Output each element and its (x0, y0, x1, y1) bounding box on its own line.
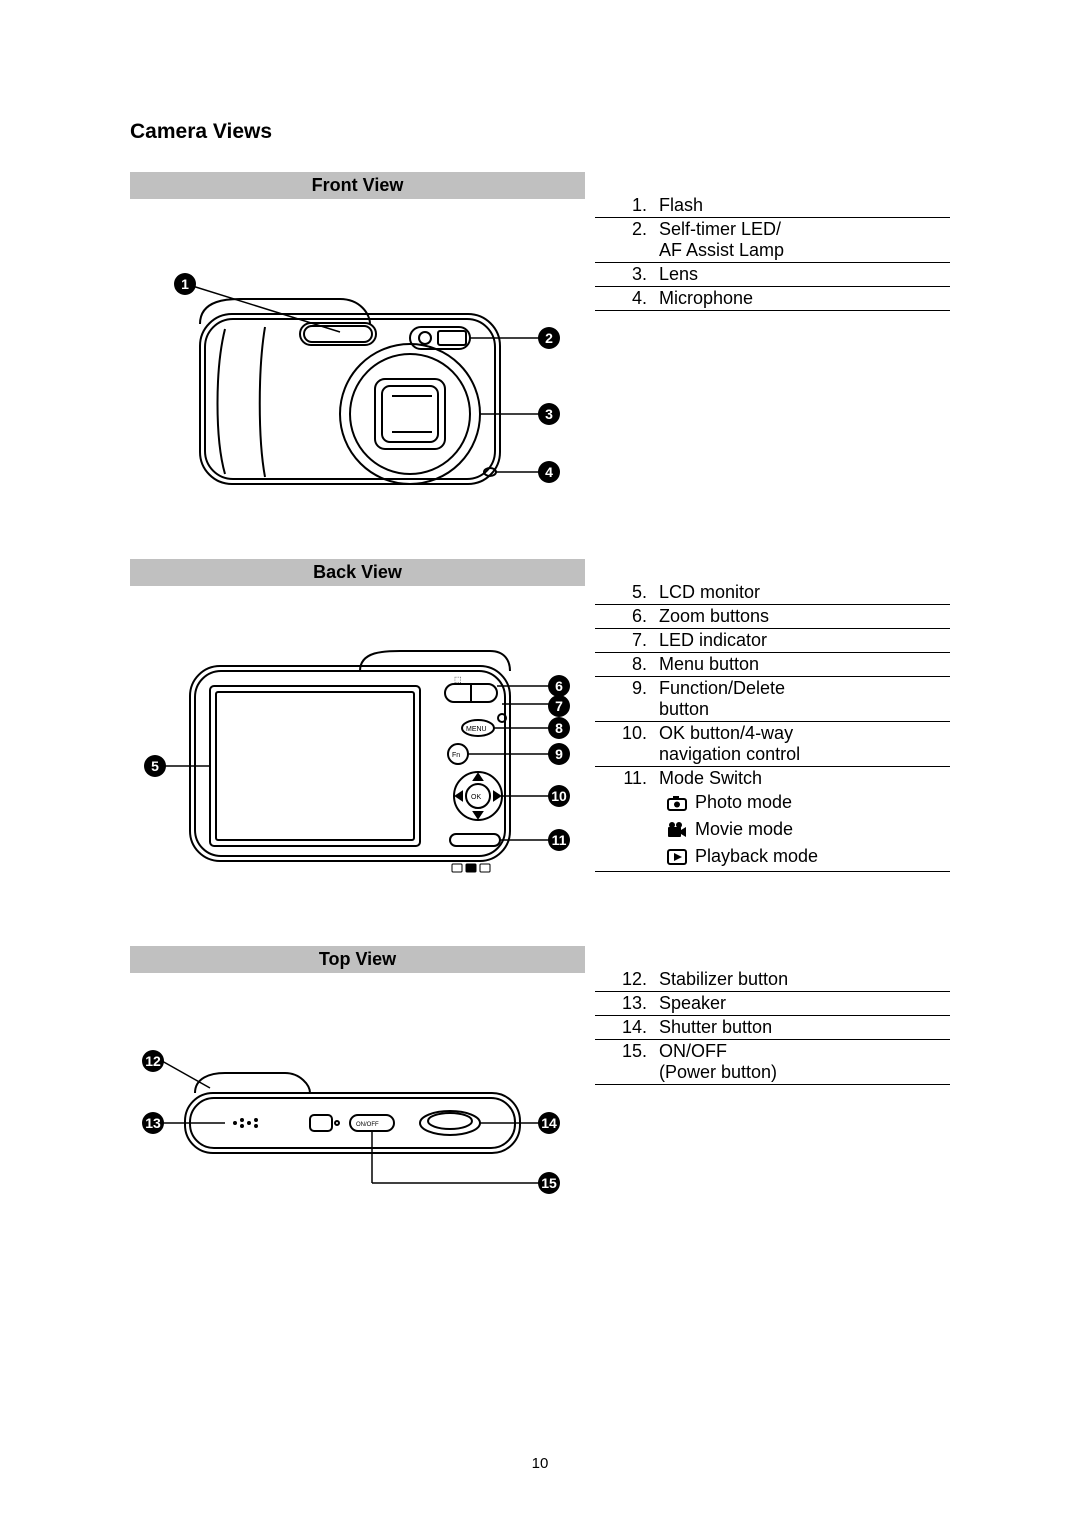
camera-top-svg: ON/OFF (130, 993, 585, 1223)
photo-icon (667, 795, 687, 811)
play-icon (667, 849, 687, 865)
t-n12: 12. (595, 968, 651, 992)
front-num-1: 1. (595, 194, 651, 218)
callout-12: 12 (142, 1050, 164, 1072)
main-heading: Camera Views (130, 120, 950, 144)
section-top: Top View (130, 946, 950, 1223)
callout-8: 8 (548, 717, 570, 739)
callout-9: 9 (548, 743, 570, 765)
camera-front-svg (130, 219, 585, 509)
top-caption: Top View (130, 946, 585, 973)
callout-11: 11 (548, 829, 570, 851)
b-l11: Mode Switch Photo mode Movie mode (651, 767, 950, 872)
front-label-3: Lens (651, 263, 950, 287)
front-caption: Front View (130, 172, 585, 199)
b-l9: Function/Deletebutton (651, 677, 950, 722)
t-l15: ON/OFF(Power button) (651, 1040, 950, 1085)
callout-13: 13 (142, 1112, 164, 1134)
mode-movie-label: Movie mode (695, 819, 793, 840)
svg-text:OK: OK (471, 794, 481, 801)
t-l13: Speaker (651, 992, 950, 1016)
callout-3: 3 (538, 403, 560, 425)
b-n7: 7. (595, 629, 651, 653)
b-n9: 9. (595, 677, 651, 722)
callout-4: 4 (538, 461, 560, 483)
front-num-4: 4. (595, 287, 651, 311)
callout-1: 1 (174, 273, 196, 295)
b-l10: OK button/4-waynavigation control (651, 722, 950, 767)
b-n8: 8. (595, 653, 651, 677)
callout-14: 14 (538, 1112, 560, 1134)
b-n11: 11. (595, 767, 651, 872)
front-label-2: Self-timer LED/AF Assist Lamp (651, 218, 950, 263)
b-n5: 5. (595, 581, 651, 605)
t-n15: 15. (595, 1040, 651, 1085)
callout-10: 10 (548, 785, 570, 807)
callout-6: 6 (548, 675, 570, 697)
front-diagram-col: Front View (130, 172, 585, 509)
mode-photo-label: Photo mode (695, 792, 792, 813)
front-list: 1.Flash 2.Self-timer LED/AF Assist Lamp … (595, 172, 950, 311)
mode-photo: Photo mode (659, 789, 946, 816)
front-label-1: Flash (651, 194, 950, 218)
movie-icon (667, 822, 687, 838)
svg-text:⬚: ⬚ (454, 675, 462, 684)
b-n6: 6. (595, 605, 651, 629)
mode-play: Playback mode (659, 843, 946, 870)
top-list: 12.Stabilizer button 13.Speaker 14.Shutt… (595, 946, 950, 1085)
svg-text:ON/OFF: ON/OFF (356, 1122, 379, 1128)
mode-play-label: Playback mode (695, 846, 818, 867)
callout-15: 15 (538, 1172, 560, 1194)
b-n10: 10. (595, 722, 651, 767)
t-l14: Shutter button (651, 1016, 950, 1040)
front-num-2: 2. (595, 218, 651, 263)
front-num-3: 3. (595, 263, 651, 287)
section-front: Front View (130, 172, 950, 509)
t-n14: 14. (595, 1016, 651, 1040)
b-l7: LED indicator (651, 629, 950, 653)
svg-text:MENU: MENU (466, 726, 487, 733)
svg-text:Fn: Fn (452, 752, 460, 759)
b-l5: LCD monitor (651, 581, 950, 605)
mode-movie: Movie mode (659, 816, 946, 843)
page-number: 10 (0, 1455, 1080, 1472)
back-caption: Back View (130, 559, 585, 586)
front-label-4: Microphone (651, 287, 950, 311)
top-diagram-col: Top View (130, 946, 585, 1223)
back-table: 5.LCD monitor 6.Zoom buttons 7.LED indic… (595, 581, 950, 872)
front-table: 1.Flash 2.Self-timer LED/AF Assist Lamp … (595, 194, 950, 311)
back-list: 5.LCD monitor 6.Zoom buttons 7.LED indic… (595, 559, 950, 872)
back-diagram-col: Back View ⬚ (130, 559, 585, 896)
top-diagram: ON/OFF 12 13 (130, 993, 585, 1223)
t-l12: Stabilizer button (651, 968, 950, 992)
front-diagram: 1 2 3 4 (130, 219, 585, 509)
callout-2: 2 (538, 327, 560, 349)
b-l8: Menu button (651, 653, 950, 677)
section-back: Back View ⬚ (130, 559, 950, 896)
b-l6: Zoom buttons (651, 605, 950, 629)
t-n13: 13. (595, 992, 651, 1016)
callout-7: 7 (548, 695, 570, 717)
top-table: 12.Stabilizer button 13.Speaker 14.Shutt… (595, 968, 950, 1085)
back-diagram: ⬚ MENU Fn OK (130, 606, 585, 896)
page: Camera Views Front View (0, 0, 1080, 1527)
camera-back-svg: ⬚ MENU Fn OK (130, 606, 585, 896)
mode-switch-label: Mode Switch (659, 768, 946, 789)
callout-5: 5 (144, 755, 166, 777)
